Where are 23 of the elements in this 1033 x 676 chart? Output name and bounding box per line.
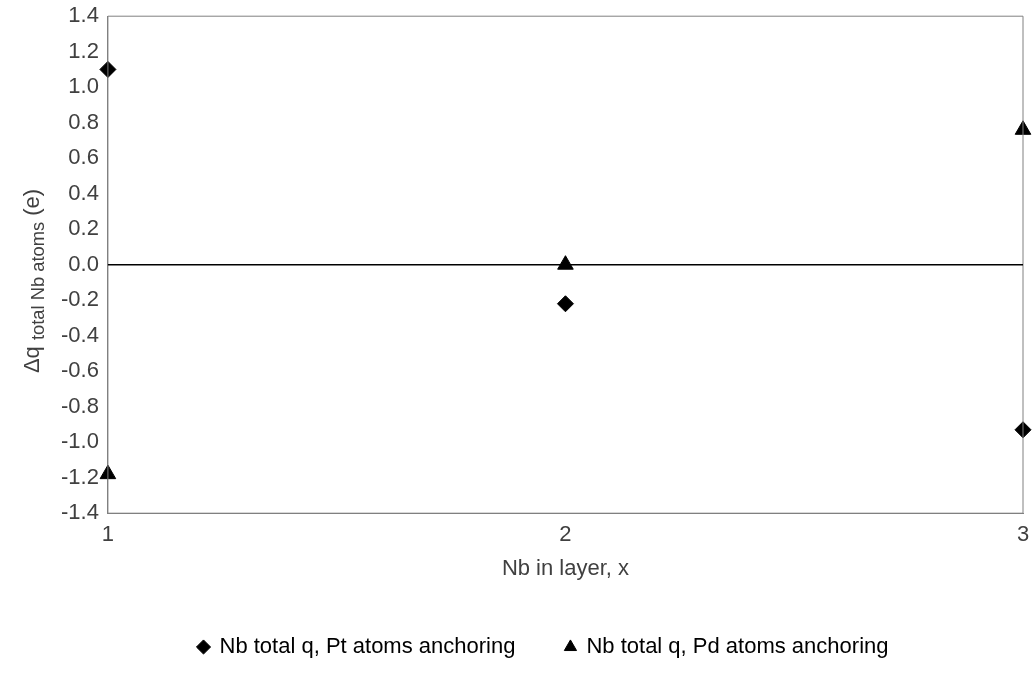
y-tick-label: 0.6 — [68, 144, 99, 170]
point — [557, 255, 574, 270]
y-tick-label: -1.2 — [60, 463, 99, 489]
y-tick-label: -0.4 — [60, 321, 99, 347]
y-tick-label: 0.2 — [68, 215, 99, 241]
point — [556, 295, 574, 313]
y-tick-label: 1.4 — [68, 2, 99, 28]
x-tick-label: 2 — [559, 521, 572, 547]
y-tick-label: 0.4 — [68, 179, 99, 205]
y-tick-label: -1.4 — [60, 499, 99, 525]
y-tick-label: 1.2 — [68, 37, 99, 63]
y-tick-label: -0.2 — [60, 286, 99, 312]
y-tick-label: 0.8 — [68, 108, 99, 134]
y-tick-label: 0.0 — [68, 250, 99, 276]
y-tick-label: -0.8 — [60, 392, 99, 418]
legend-label: Nb total q, Pt atoms anchoring — [219, 633, 516, 659]
x-tick-label: 3 — [1016, 521, 1030, 547]
x-tick-label: 1 — [101, 521, 115, 547]
y-tick-label: -1.0 — [60, 428, 99, 454]
y-tick-label: -0.6 — [60, 357, 99, 383]
y-tick-label: 1.0 — [68, 73, 99, 99]
x-axis-title: Nb in layer, x — [501, 554, 630, 580]
legend-label: Nb total q, Pd atoms anchoring — [586, 633, 889, 659]
